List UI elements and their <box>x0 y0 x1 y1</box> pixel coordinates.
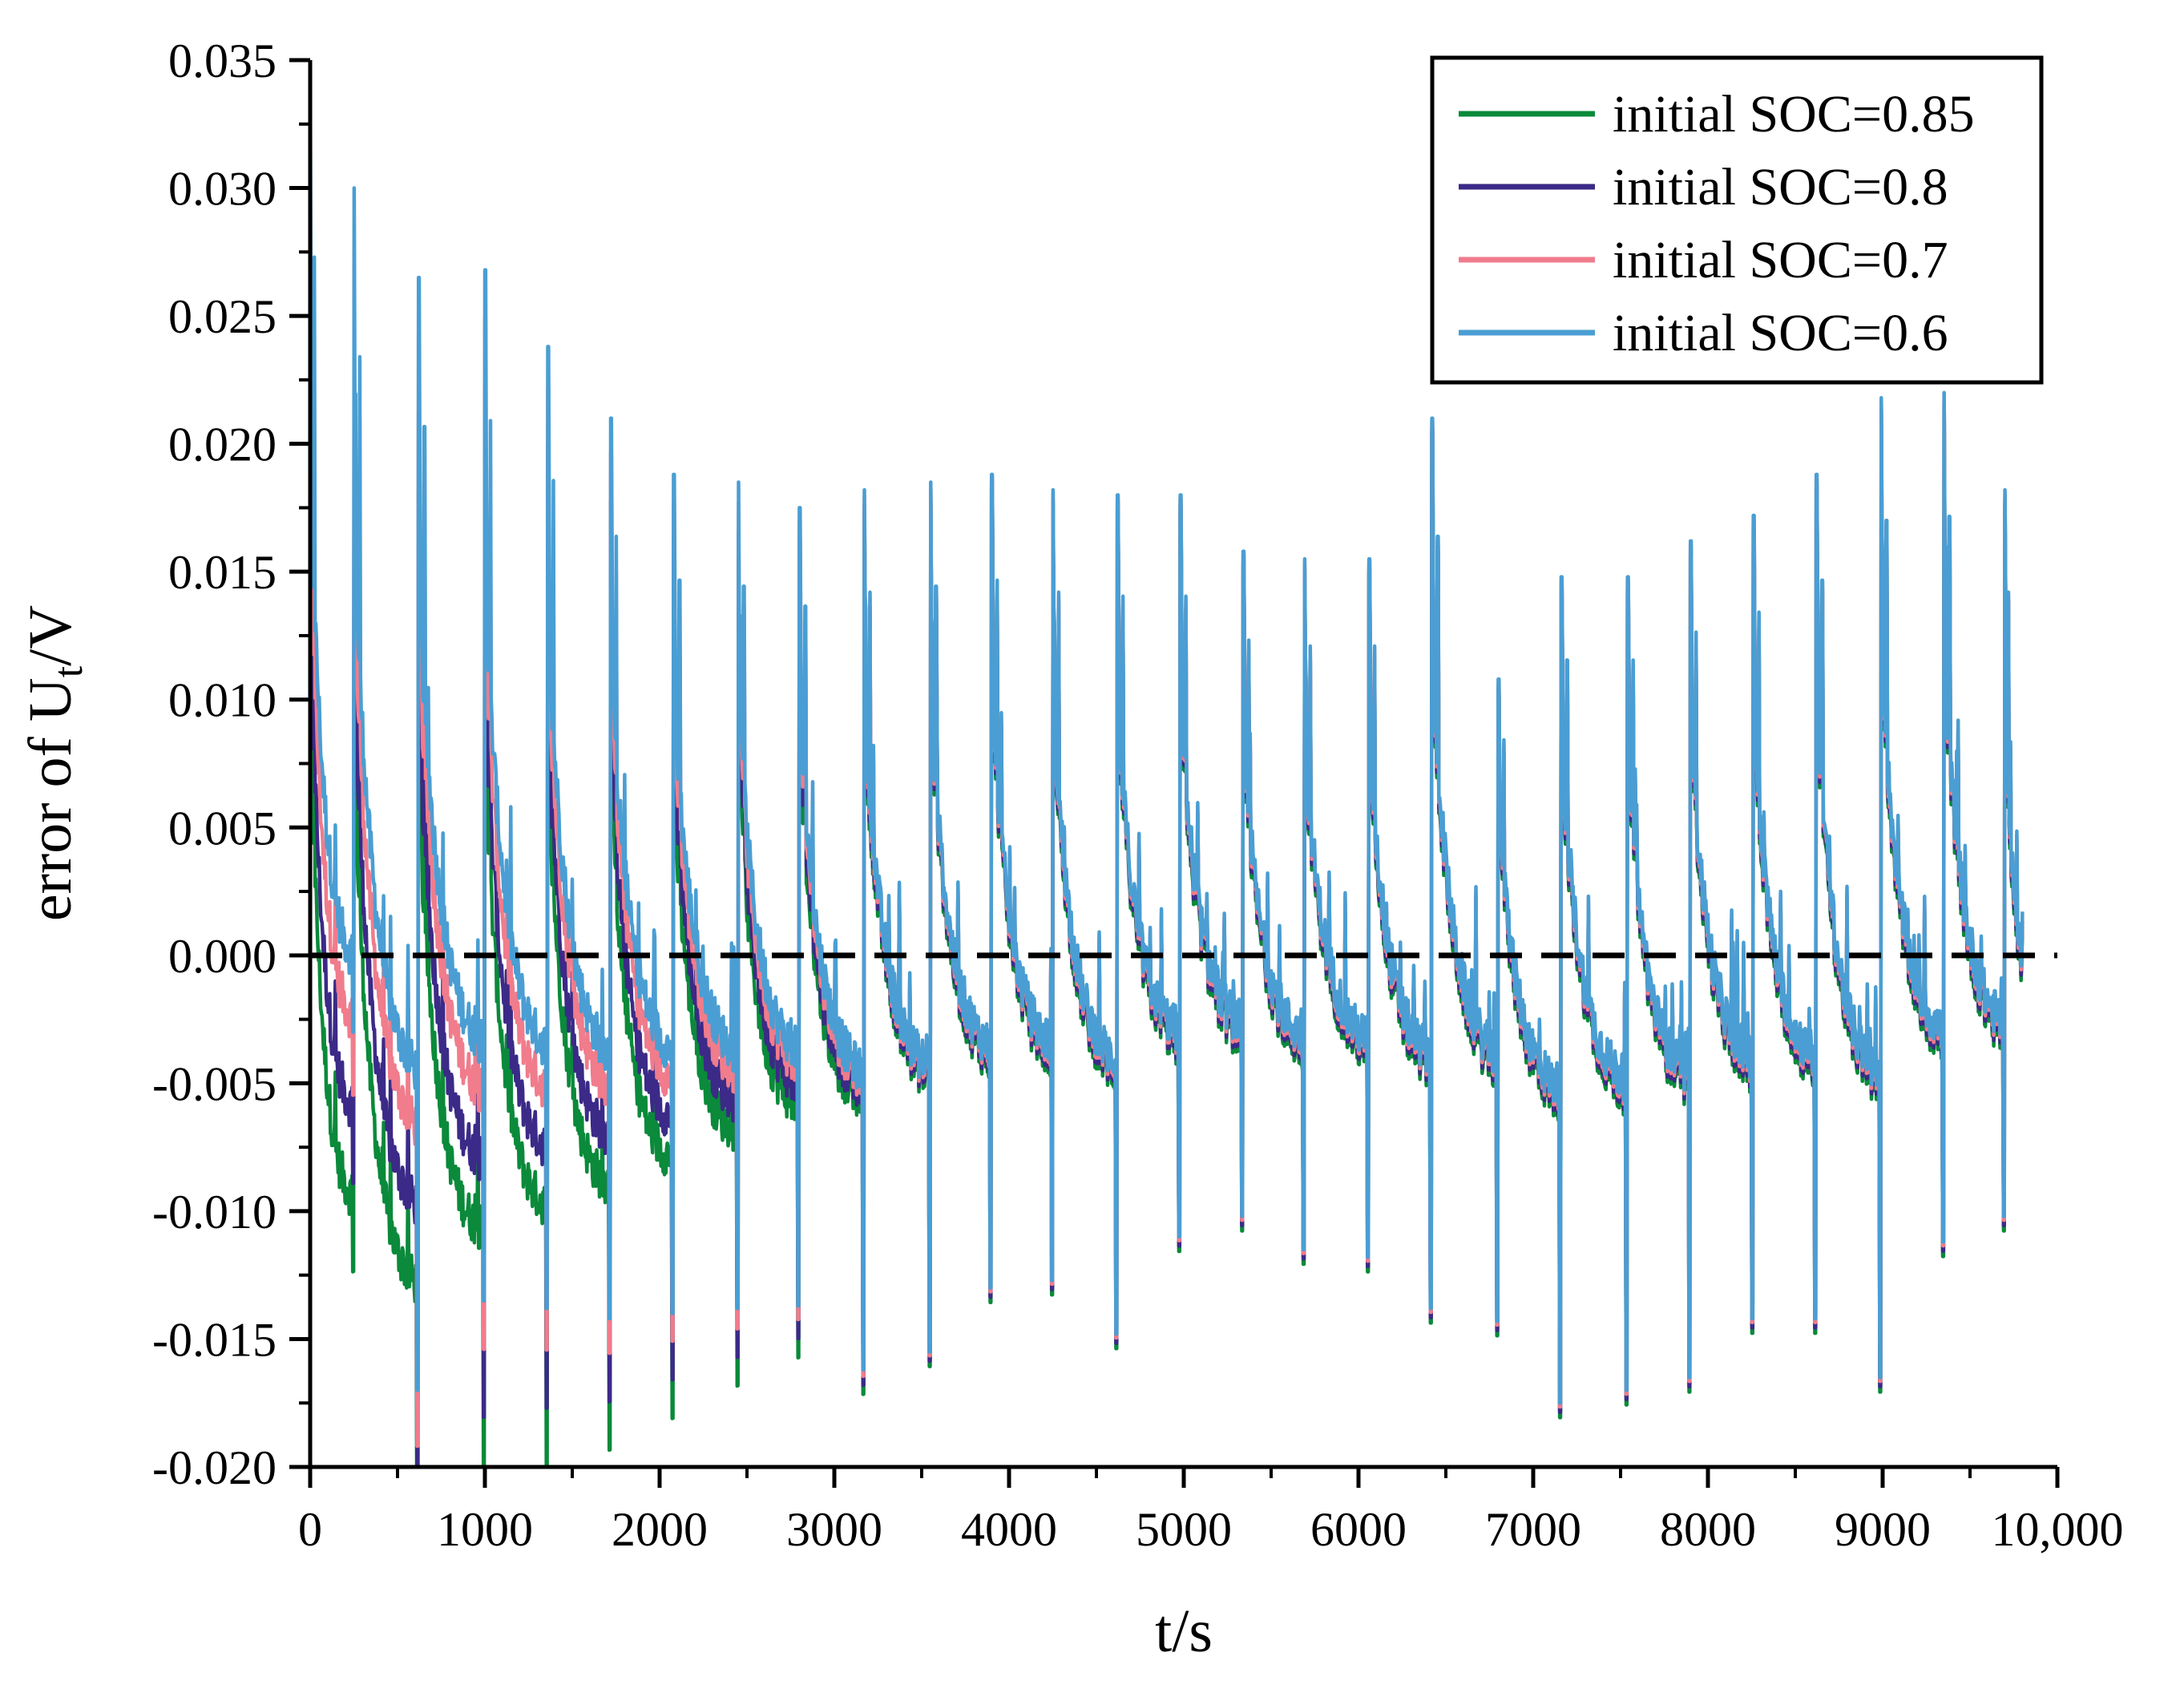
legend-label-2: initial SOC=0.7 <box>1613 231 1948 289</box>
x-tick-label: 6000 <box>1310 1503 1407 1556</box>
y-tick-label: 0.030 <box>168 163 277 216</box>
series-line-3 <box>310 60 2025 1405</box>
x-tick-label: 4000 <box>961 1503 1057 1556</box>
legend: initial SOC=0.85 initial SOC=0.8 initial… <box>1430 55 2044 385</box>
x-axis-title: t/s <box>1155 1598 1213 1665</box>
legend-label-0: initial SOC=0.85 <box>1613 85 1975 143</box>
y-tick-label: -0.010 <box>152 1186 277 1238</box>
x-tick-label: 5000 <box>1136 1503 1232 1556</box>
y-axis-title: error of Ut/V <box>17 605 91 921</box>
y-tick-label: -0.005 <box>152 1057 277 1110</box>
y-tick-label: 0.000 <box>168 930 277 983</box>
ticks-layer: -0.020 -0.015 -0.010 -0.005 0.000 0.005 0.010 0… <box>152 34 2123 1556</box>
legend-label-3: initial SOC=0.6 <box>1613 304 1948 362</box>
x-tick-label: 3000 <box>786 1503 882 1556</box>
x-tick-label: 9000 <box>1835 1503 1931 1556</box>
y-tick-label: 0.005 <box>168 802 277 855</box>
y-tick-label: 0.020 <box>168 418 277 471</box>
x-tick-label: 1000 <box>437 1503 533 1556</box>
y-axis-title-main: error of U <box>17 677 84 921</box>
y-tick-label: -0.015 <box>152 1313 277 1366</box>
legend-label-1: initial SOC=0.8 <box>1613 158 1948 216</box>
y-tick-label: 0.035 <box>168 34 277 87</box>
y-tick-label: 0.025 <box>168 290 277 343</box>
x-tick-label: 7000 <box>1485 1503 1581 1556</box>
y-axis-title-subscript: t <box>46 665 91 677</box>
y-tick-label: 0.015 <box>168 546 277 599</box>
y-tick-label: 0.010 <box>168 674 277 727</box>
x-tick-label: 10,000 <box>1992 1503 2124 1556</box>
x-tick-label: 0 <box>298 1503 322 1556</box>
x-tick-label: 8000 <box>1660 1503 1756 1556</box>
y-tick-label: -0.020 <box>152 1441 277 1494</box>
x-tick-label: 2000 <box>612 1503 708 1556</box>
y-axis-title-unit: /V <box>17 605 84 666</box>
series-layer <box>310 60 2025 1467</box>
